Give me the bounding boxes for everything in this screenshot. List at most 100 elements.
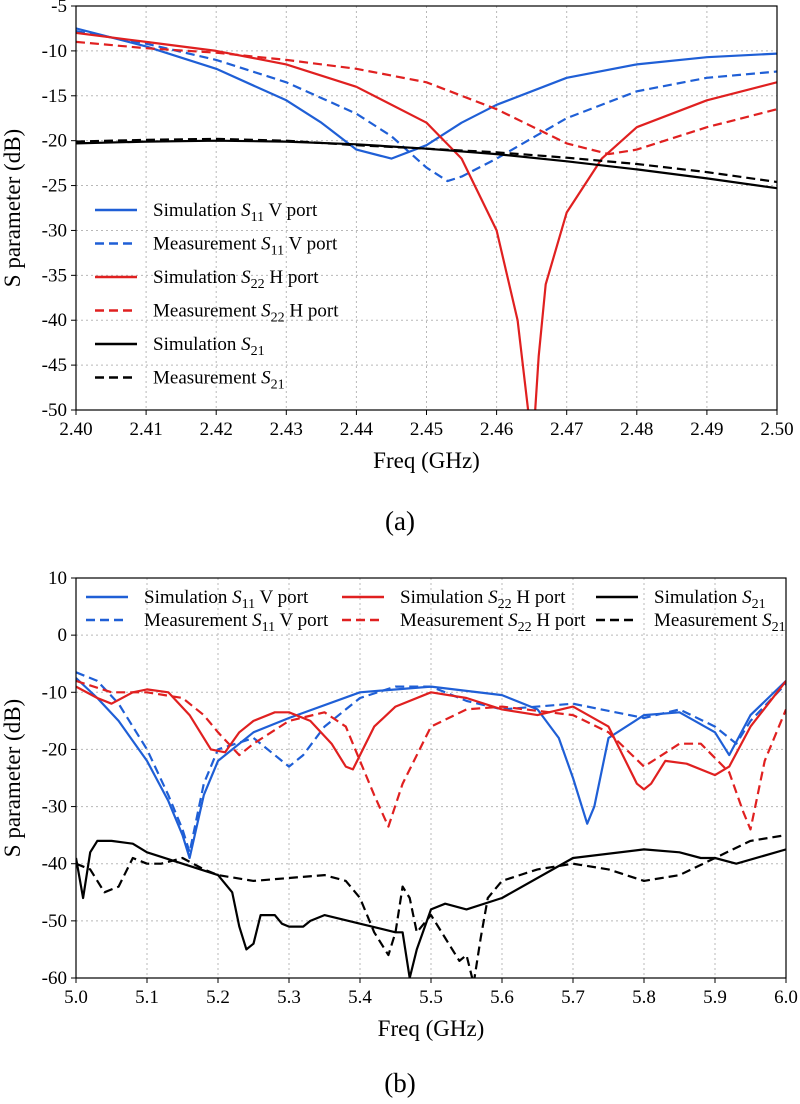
y-tick-label: -20 <box>42 131 67 152</box>
x-axis-label: Freq (GHz) <box>378 1016 485 1041</box>
y-tick-label: -10 <box>42 682 67 703</box>
y-tick-label: -40 <box>42 854 67 875</box>
series-line-4 <box>76 40 777 156</box>
y-axis-label: S parameter (dB) <box>0 129 25 287</box>
legend-subscript: 11 <box>242 597 255 612</box>
legend-symbol: S <box>252 610 262 631</box>
legend-text: Simulation <box>144 587 232 608</box>
legend-text: Measurement <box>153 301 261 322</box>
legend-text: Simulation <box>654 587 742 608</box>
y-tick-label: -15 <box>42 86 67 107</box>
x-axis-label: Freq (GHz) <box>373 448 480 473</box>
panel-label: (a) <box>385 506 415 536</box>
series-line-2 <box>76 30 777 183</box>
legend-text: Measurement <box>153 234 261 255</box>
x-tick-label: 2.40 <box>59 419 92 440</box>
y-axis-label: S parameter (dB) <box>0 699 25 857</box>
series-line-3 <box>76 31 777 410</box>
series-line-6 <box>76 834 786 978</box>
legend-symbol: S <box>762 610 772 631</box>
series-line-6 <box>76 137 777 184</box>
plot-frame <box>75 577 787 979</box>
y-tick-label: 10 <box>48 568 67 589</box>
series-line-3 <box>76 680 786 791</box>
legend-entry-6: Measurement S21 <box>654 610 786 635</box>
legend-subscript: 11 <box>262 620 275 635</box>
legend-entry-3: Simulation S22 H port <box>153 267 319 292</box>
y-tick-label: -20 <box>42 739 67 760</box>
x-tick-label: 2.49 <box>690 419 723 440</box>
series-lines <box>76 671 786 978</box>
x-tick-label: 5.0 <box>64 987 88 1008</box>
x-tick-label: 6.0 <box>774 987 798 1008</box>
legend-entry-4: Measurement S22 H port <box>153 301 339 326</box>
legend-symbol: S <box>232 587 242 608</box>
legend-suffix: V port <box>264 200 318 221</box>
x-tick-label: 2.44 <box>340 419 374 440</box>
legend-suffix: H port <box>285 301 340 322</box>
legend-suffix: V port <box>284 234 338 255</box>
legend-symbol: S <box>241 267 251 288</box>
legend-entry-4: Measurement S22 H port <box>400 610 586 635</box>
legend-entry-1: Simulation S11 V port <box>144 587 309 612</box>
x-tick-label: 5.6 <box>490 987 514 1008</box>
y-tick-label: -45 <box>42 355 67 376</box>
y-tick-label: -25 <box>42 176 67 197</box>
x-tick-label: 5.7 <box>561 987 585 1008</box>
x-tick-label: 5.8 <box>632 987 656 1008</box>
legend-text: Measurement <box>144 610 252 631</box>
y-tick-label: -60 <box>42 968 67 989</box>
legend-subscript: 22 <box>498 597 512 612</box>
x-tick-label: 2.45 <box>410 419 443 440</box>
legend-text: Measurement <box>654 610 762 631</box>
y-tick-label: -30 <box>42 220 67 241</box>
legend-suffix: H port <box>532 610 587 631</box>
x-tick-label: 5.3 <box>277 987 301 1008</box>
y-tick-label: 0 <box>58 625 68 646</box>
legend-subscript: 21 <box>251 344 265 359</box>
chart-a: 2.40 2.41 2.42 2.43 2.44 2.45 2.46 2.47 2.48 2.49… <box>0 0 794 536</box>
legend-text: Measurement <box>153 368 261 389</box>
y-tick-label: -40 <box>42 310 67 331</box>
chart-b: 5.0 5.1 5.2 5.3 5.4 5.5 5.6 5.7 5.8 5.9 6.0 10 0 -10 -… <box>0 568 798 1098</box>
legend-text: Simulation <box>400 587 488 608</box>
x-tick-label: 2.41 <box>129 419 162 440</box>
legend-subscript: 11 <box>251 210 264 225</box>
legend-suffix: H port <box>512 587 567 608</box>
legend-text: Simulation <box>153 200 241 221</box>
legend-symbol: S <box>261 234 271 255</box>
series-lines <box>76 27 777 410</box>
y-tick-label: -30 <box>42 797 67 818</box>
x-tick-label: 2.50 <box>760 419 793 440</box>
legend-entry-2: Measurement S11 V port <box>153 234 338 259</box>
legend-subscript: 21 <box>752 597 766 612</box>
x-tick-label: 5.2 <box>206 987 230 1008</box>
x-tick-label: 5.1 <box>135 987 159 1008</box>
x-tick-label: 2.47 <box>550 419 583 440</box>
series-line-1 <box>76 677 786 860</box>
legend-subscript: 22 <box>271 311 285 326</box>
y-tick-label: -5 <box>51 0 67 17</box>
y-tick-label: -50 <box>42 911 67 932</box>
legend-entry-5: Simulation S21 <box>153 334 265 359</box>
y-tick-label: -35 <box>42 265 67 286</box>
legend-entry-6: Measurement S21 <box>153 368 285 393</box>
y-tick-label: -50 <box>42 400 67 421</box>
legend-text: Measurement <box>400 610 508 631</box>
gridlines <box>76 578 786 978</box>
x-tick-label: 2.48 <box>620 419 653 440</box>
legend-entry-3: Simulation S22 H port <box>400 587 566 612</box>
x-tick-label: 2.43 <box>270 419 303 440</box>
legend-subscript: 22 <box>251 277 265 292</box>
legend-text: Simulation <box>153 334 241 355</box>
legend-subscript: 22 <box>518 620 532 635</box>
x-tick-label: 2.46 <box>480 419 513 440</box>
legend-symbol: S <box>261 368 271 389</box>
legend-subscript: 11 <box>271 244 284 259</box>
plot-frame <box>75 5 778 411</box>
legend-suffix: V port <box>275 610 329 631</box>
y-tick-label: -10 <box>42 41 67 62</box>
